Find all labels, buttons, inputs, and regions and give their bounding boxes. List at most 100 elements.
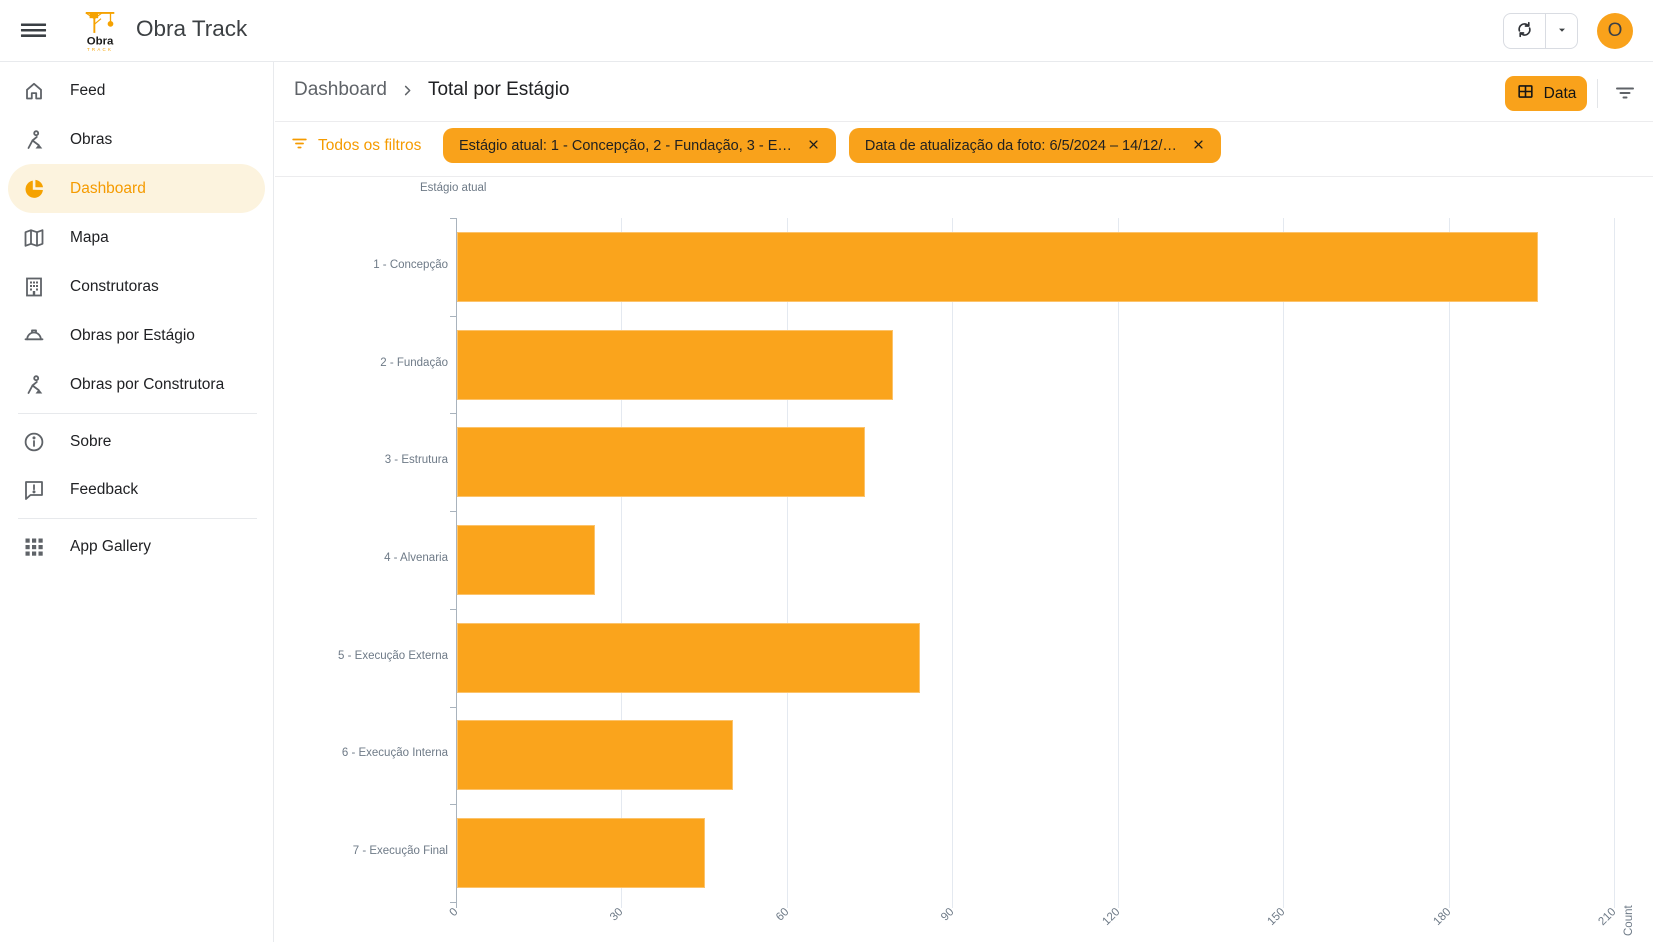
filter-lines-icon: [1613, 81, 1637, 108]
filter-chip[interactable]: Data de atualização da foto: 6/5/2024 – …: [848, 128, 1221, 163]
logo-text-2: TRACK: [87, 47, 113, 52]
y-axis-tick: [450, 804, 456, 806]
breadcrumb: Dashboard Total por Estágio: [294, 79, 569, 101]
chart-bar-6-execucao-interna[interactable]: [457, 720, 733, 791]
y-axis-tick: [450, 218, 456, 219]
sidebar-item-app-gallery[interactable]: App Gallery: [8, 523, 265, 571]
sidebar: Feed Obras Dashboard Mapa Construtoras Obras …: [0, 62, 274, 942]
y-axis-tick: [450, 706, 456, 708]
y-axis-tick: [450, 608, 456, 610]
filter-chip-label: Data de atualização da foto: 6/5/2024 – …: [864, 137, 1177, 154]
table-icon: [1516, 82, 1535, 106]
breadcrumb-parent-link[interactable]: Dashboard: [294, 79, 387, 100]
toolbar-divider-line: [275, 121, 1653, 122]
home-icon: [22, 79, 46, 103]
apps-icon: [22, 535, 46, 559]
chart-bar-2-fundacao[interactable]: [457, 329, 893, 400]
chart-x-axis-title: Count: [1623, 905, 1635, 936]
x-tick-label: 180: [1430, 906, 1454, 929]
x-tick-label: 150: [1265, 906, 1288, 929]
sidebar-item-label: App Gallery: [70, 538, 151, 555]
sidebar-item-label: Obras: [70, 130, 113, 148]
gridline: [1448, 218, 1450, 908]
chart-bar-3-estrutura[interactable]: [457, 427, 866, 498]
category-label: 4 - Alvenaria: [384, 552, 448, 564]
all-filters-button[interactable]: Todos os filtros: [290, 128, 421, 163]
filter-chip[interactable]: Estágio atual: 1 - Concepção, 2 - Fundaç…: [443, 128, 836, 163]
sidebar-secondary-group: Sobre Feedback: [0, 418, 273, 514]
sidebar-item-obras[interactable]: Obras: [8, 115, 265, 164]
sidebar-item-sobre[interactable]: Sobre: [8, 418, 265, 466]
refresh-icon: [1514, 19, 1535, 43]
chart-bar-5-execucao-externa[interactable]: [457, 622, 921, 693]
chart-bar-4-alvenaria[interactable]: [457, 525, 595, 595]
refresh-button[interactable]: [1504, 14, 1546, 48]
refresh-split-button: [1503, 13, 1578, 49]
category-label: 7 - Execução Final: [352, 845, 448, 858]
sidebar-item-mapa[interactable]: Mapa: [8, 213, 265, 262]
worker-icon: [22, 128, 46, 152]
gridline: [786, 218, 788, 908]
data-button[interactable]: Data: [1505, 76, 1587, 111]
user-avatar[interactable]: O: [1597, 13, 1633, 49]
caret-down-icon: [1554, 22, 1570, 41]
info-icon: [22, 430, 46, 454]
x-tick-label: 210: [1596, 906, 1619, 929]
pie-chart-icon: [22, 177, 46, 201]
toolbar-divider: [1597, 79, 1598, 108]
app-header: Obra TRACK Obra Track O: [0, 0, 1653, 62]
sidebar-item-dashboard[interactable]: Dashboard: [8, 164, 265, 213]
sidebar-item-obras-por-construtora[interactable]: Obras por Construtora: [8, 360, 265, 409]
logo-text-1: Obra: [87, 35, 114, 47]
gridline: [621, 218, 623, 908]
chip-close-button[interactable]: [805, 137, 823, 155]
chart-bar-7-execucao-final[interactable]: [457, 818, 706, 889]
filter-chip-label: Estágio atual: 1 - Concepção, 2 - Fundaç…: [459, 137, 792, 154]
gridline: [1614, 218, 1615, 908]
sidebar-item-feed[interactable]: Feed: [8, 66, 265, 115]
building-icon: [22, 275, 46, 299]
feedback-icon: [22, 478, 46, 502]
sidebar-tertiary-group: App Gallery: [0, 523, 273, 571]
gridline: [1117, 218, 1119, 908]
x-tick-label: 30: [608, 906, 626, 924]
category-label: 3 - Estrutura: [384, 454, 448, 467]
close-icon: [1191, 137, 1206, 155]
data-button-label: Data: [1543, 84, 1577, 102]
x-tick-label: 90: [939, 906, 957, 924]
map-icon: [22, 226, 46, 250]
filter-lines-icon: [290, 134, 309, 158]
refresh-dropdown-button[interactable]: [1546, 14, 1577, 48]
sidebar-item-label: Feed: [70, 81, 106, 99]
category-label: 5 - Execução Externa: [338, 649, 448, 662]
sidebar-item-label: Mapa: [70, 228, 109, 246]
chart-bar-1-concepcao[interactable]: [457, 231, 1538, 302]
hard-hat-icon: [22, 324, 46, 348]
category-label: 1 - Concepção: [373, 258, 448, 271]
crane-logo-icon: Obra TRACK: [82, 5, 120, 57]
y-axis-tick: [450, 315, 456, 317]
sidebar-item-construtoras[interactable]: Construtoras: [8, 262, 265, 311]
sidebar-item-obras-por-estagio[interactable]: Obras por Estágio: [8, 311, 265, 360]
y-axis-tick: [450, 902, 456, 903]
menu-button[interactable]: [18, 17, 48, 45]
sidebar-item-label: Obras por Estágio: [70, 326, 195, 344]
x-tick-label: 120: [1100, 906, 1123, 929]
sidebar-divider: [18, 413, 257, 414]
sidebar-item-label: Dashboard: [70, 179, 146, 197]
filter-button[interactable]: [1612, 81, 1638, 107]
filterbar-divider-line: [275, 176, 1653, 177]
all-filters-label: Todos os filtros: [318, 136, 422, 154]
x-tick-label: 0: [447, 906, 461, 920]
page-title: Total por Estágio: [427, 79, 570, 100]
chip-close-button[interactable]: [1190, 137, 1208, 155]
sidebar-item-label: Construtoras: [70, 277, 159, 295]
app-title: Obra Track: [136, 16, 248, 41]
chevron-right-icon: [400, 83, 415, 98]
sidebar-primary-group: Feed Obras Dashboard Mapa Construtoras Obras …: [0, 66, 273, 409]
gridline: [952, 218, 954, 908]
category-label: 6 - Execução Interna: [341, 747, 448, 760]
sidebar-item-label: Obras por Construtora: [70, 375, 225, 393]
sidebar-item-feedback[interactable]: Feedback: [8, 466, 265, 514]
